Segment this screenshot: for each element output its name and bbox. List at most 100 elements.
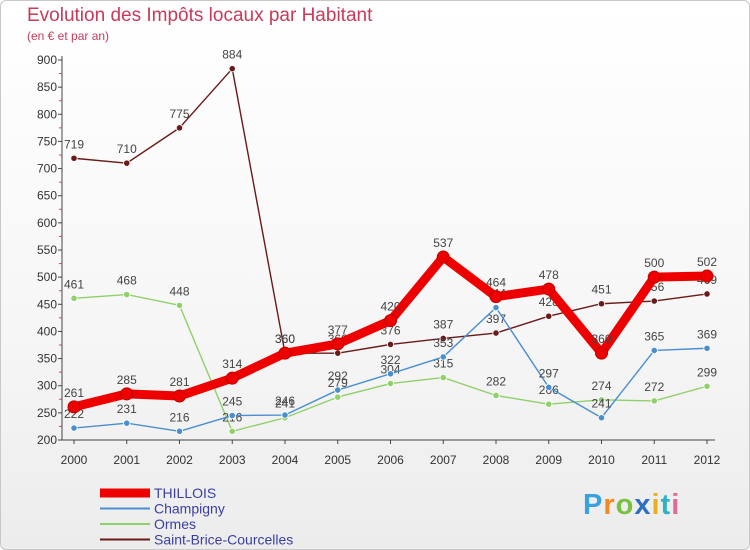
data-label-champigny: 369 xyxy=(697,327,717,341)
logo-letter: i xyxy=(651,489,661,521)
data-point-champigny xyxy=(492,303,500,312)
data-label-thillois: 314 xyxy=(222,357,242,371)
logo-letter: r xyxy=(603,489,616,521)
data-point-ormes xyxy=(175,301,184,309)
x-tick-label: 2000 xyxy=(61,453,88,467)
data-point-champigny xyxy=(703,344,711,352)
logo-letter: x xyxy=(634,489,652,521)
data-point-champigny xyxy=(123,419,131,427)
data-point-ormes xyxy=(386,379,395,388)
data-label-thillois: 502 xyxy=(697,255,717,269)
data-label-thillois: 360 xyxy=(591,332,611,346)
logo-letter: t xyxy=(660,489,672,521)
chart-subtitle: (en € et par an) xyxy=(27,29,110,43)
data-point-thillois xyxy=(647,270,661,284)
data-point-saint-brice-courcelles xyxy=(123,159,131,167)
data-point-saint-brice-courcelles xyxy=(703,290,711,298)
data-point-thillois xyxy=(384,314,397,328)
x-tick-label: 2002 xyxy=(166,453,193,467)
data-label-saint-brice-courcelles: 719 xyxy=(64,137,84,151)
legend-label: Champigny xyxy=(154,501,225,517)
data-point-saint-brice-courcelles xyxy=(439,334,447,343)
y-tick-label: 350 xyxy=(37,352,57,366)
x-tick-label: 2005 xyxy=(324,453,351,467)
logo-letter: o xyxy=(615,489,635,521)
y-tick-label: 600 xyxy=(37,216,57,230)
data-point-saint-brice-courcelles xyxy=(386,340,395,349)
x-tick-label: 2008 xyxy=(483,453,510,467)
data-label-saint-brice-courcelles: 775 xyxy=(169,107,189,121)
data-label-champigny: 246 xyxy=(275,394,295,408)
data-label-thillois: 261 xyxy=(64,386,84,400)
x-tick-label: 2009 xyxy=(535,453,562,467)
y-tick-label: 800 xyxy=(37,107,57,121)
data-point-ormes xyxy=(597,396,606,404)
x-tick-label: 2011 xyxy=(641,453,667,467)
data-point-saint-brice-courcelles xyxy=(650,297,658,305)
legend-label: THILLOIS xyxy=(154,485,216,501)
data-point-champigny xyxy=(439,353,447,361)
data-label-saint-brice-courcelles: 360 xyxy=(275,332,295,346)
data-point-champigny xyxy=(228,411,236,420)
data-label-ormes: 279 xyxy=(328,376,348,390)
data-point-saint-brice-courcelles xyxy=(70,154,78,162)
data-label-thillois: 377 xyxy=(328,323,348,337)
data-point-champigny xyxy=(386,370,395,378)
data-point-ormes xyxy=(334,393,342,401)
data-point-champigny xyxy=(70,424,78,432)
data-label-ormes: 282 xyxy=(486,374,506,388)
data-label-champigny: 216 xyxy=(169,410,189,424)
y-tick-label: 750 xyxy=(37,134,57,148)
data-point-ormes xyxy=(650,397,658,405)
data-point-saint-brice-courcelles xyxy=(334,349,342,357)
data-point-thillois xyxy=(173,389,186,403)
data-point-saint-brice-courcelles xyxy=(228,65,236,73)
data-point-champigny xyxy=(281,411,289,419)
x-tick-label: 2010 xyxy=(588,453,615,467)
y-tick-label: 500 xyxy=(37,270,57,284)
data-label-ormes: 304 xyxy=(380,363,400,377)
data-label-thillois: 478 xyxy=(539,268,559,282)
data-label-saint-brice-courcelles: 387 xyxy=(433,317,453,331)
data-label-champigny: 297 xyxy=(539,366,559,380)
data-point-thillois xyxy=(331,337,345,351)
data-label-champigny: 245 xyxy=(222,395,242,409)
data-label-thillois: 420 xyxy=(380,300,400,314)
data-point-champigny xyxy=(545,383,553,391)
data-label-ormes: 241 xyxy=(275,397,295,411)
data-label-ormes: 274 xyxy=(591,379,611,393)
data-label-thillois: 360 xyxy=(275,332,295,346)
data-point-ormes xyxy=(545,400,553,408)
data-label-champigny: 292 xyxy=(328,369,348,383)
data-point-ormes xyxy=(492,391,500,400)
data-point-saint-brice-courcelles xyxy=(597,300,606,308)
data-label-champigny: 241 xyxy=(591,397,611,411)
x-tick-label: 2006 xyxy=(377,453,404,467)
data-label-thillois: 285 xyxy=(117,373,137,387)
data-label-ormes: 468 xyxy=(117,274,137,288)
data-point-thillois xyxy=(542,282,556,296)
chart-title: Evolution des Impôts locaux par Habitant xyxy=(27,5,373,26)
data-label-ormes: 461 xyxy=(64,277,84,291)
y-tick-label: 650 xyxy=(37,189,57,203)
data-point-saint-brice-courcelles xyxy=(492,329,500,337)
y-tick-label: 200 xyxy=(37,433,57,447)
data-label-champigny: 322 xyxy=(380,353,400,367)
data-point-saint-brice-courcelles xyxy=(175,124,184,132)
data-label-ormes: 299 xyxy=(697,365,717,379)
y-tick-label: 400 xyxy=(37,324,57,338)
data-point-ormes xyxy=(703,382,711,390)
data-point-champigny xyxy=(597,414,606,422)
data-label-champigny: 231 xyxy=(117,402,137,416)
data-point-ormes xyxy=(439,373,447,382)
data-label-ormes: 272 xyxy=(644,380,664,394)
data-point-ormes xyxy=(123,290,131,299)
data-point-ormes xyxy=(228,427,236,435)
logo-letter: P xyxy=(583,489,604,521)
data-point-thillois xyxy=(436,250,450,264)
data-point-champigny xyxy=(334,386,342,394)
legend-label: Saint-Brice-Courcelles xyxy=(154,532,293,548)
y-tick-label: 450 xyxy=(37,297,57,311)
